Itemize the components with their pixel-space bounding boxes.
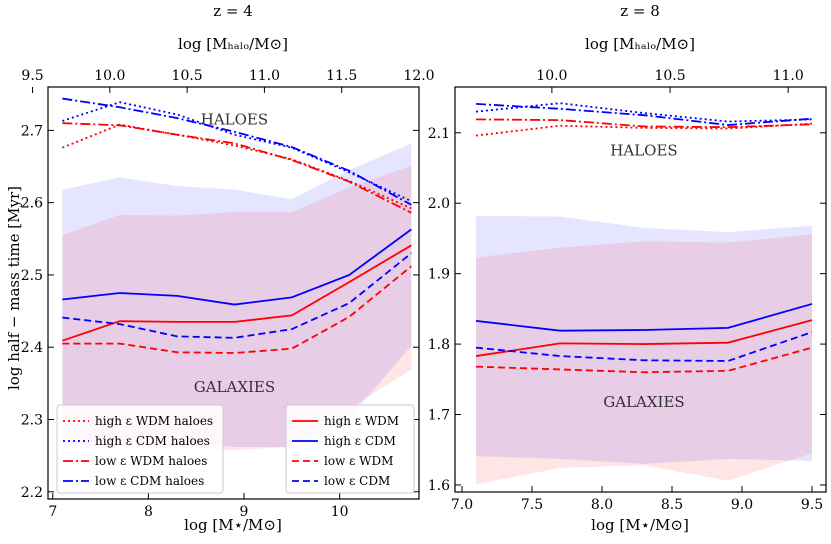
left-y-tick-label: 2.6	[21, 196, 43, 212]
left-scatter-bands	[62, 143, 412, 450]
right-y-tick-label: 2.1	[428, 126, 450, 142]
right-y-tick-label: 2.0	[428, 196, 450, 212]
left-legends: high ε WDM haloes high ε CDM haloes low ε …	[56, 404, 415, 494]
right-y-tick-label: 1.9	[428, 267, 450, 283]
right-top-axis-label: log [Mₕₐₗₒ/M⊙]	[585, 35, 695, 53]
right-series-low-eps-cdm-haloes	[475, 103, 813, 126]
left-panel: z = 4 log [Mₕₐₗₒ/M⊙] log [M⋆/M⊙] log hal…	[5, 2, 435, 534]
right-axes-frame	[454, 86, 827, 493]
right-band-cdm-scatter	[476, 215, 812, 464]
left-y-tick-label: 2.2	[21, 485, 43, 501]
right-ticks: 7.0 7.5 8.0 8.5 9.0 9.5 1.6 1.7 1.8 1.9 2.0 2.1 10.0…	[428, 68, 826, 513]
left-series-high-eps-cdm	[62, 228, 412, 306]
left-legend-lower-left	[56, 404, 224, 494]
right-series-high-eps-cdm	[475, 303, 813, 332]
right-series-low-eps-wdm-haloes	[475, 118, 813, 129]
right-annotations: HALOES GALAXIES	[603, 141, 684, 410]
right-top-tick-label: 11.0	[773, 68, 804, 84]
right-x-tick-label: 9.5	[801, 497, 823, 513]
right-annotation-haloes: HALOES	[610, 141, 677, 159]
right-x-tick-label: 9.0	[731, 497, 753, 513]
right-top-tick-label: 10.0	[536, 68, 567, 84]
left-series-low-eps-cdm	[62, 252, 412, 339]
legend-label-low-eps-wdm: low ε WDM	[324, 454, 393, 468]
left-top-tick-label: 11.5	[326, 68, 357, 84]
left-series-low-eps-wdm-haloes	[62, 122, 412, 214]
left-y-tick-label: 2.4	[21, 340, 43, 356]
right-x-tick-label: 8.5	[661, 497, 683, 513]
right-y-tick-label: 1.8	[428, 337, 450, 353]
right-series-high-eps-cdm-haloes	[475, 102, 813, 123]
legend-label-high-eps-cdm-haloes: high ε CDM haloes	[95, 434, 210, 448]
right-series-lines	[475, 102, 813, 374]
left-band-cdm-scatter	[62, 143, 412, 447]
left-top-tick-label: 12.0	[403, 68, 434, 84]
left-top-tick-label: 10.0	[94, 68, 125, 84]
legend-label-low-eps-cdm-haloes: low ε CDM haloes	[95, 474, 204, 488]
left-x-tick-label: 7	[48, 504, 57, 520]
left-axes-frame	[47, 86, 420, 500]
left-y-axis-label: log half − mass time [Myr]	[5, 186, 23, 390]
right-x-tick-label: 7.0	[451, 497, 473, 513]
left-top-tick-label: 11.0	[249, 68, 280, 84]
left-series-lines	[62, 97, 412, 354]
right-band-wdm-scatter	[476, 234, 812, 485]
left-panel-title: z = 4	[213, 2, 253, 20]
left-x-axis-label: log [M⋆/M⊙]	[184, 516, 282, 534]
legend-label-high-eps-cdm: high ε CDM	[324, 434, 396, 448]
left-y-tick-label: 2.5	[21, 268, 43, 284]
right-x-axis-label: log [M⋆/M⊙]	[591, 516, 689, 534]
left-annotations: HALOES GALAXIES	[194, 111, 275, 396]
left-series-low-eps-cdm-haloes	[62, 97, 412, 206]
left-annotation-haloes: HALOES	[201, 111, 268, 129]
left-x-tick-label: 9	[240, 504, 249, 520]
left-annotation-galaxies: GALAXIES	[194, 378, 275, 396]
right-series-high-eps-wdm	[475, 319, 813, 357]
left-series-high-eps-cdm-haloes	[62, 101, 412, 203]
left-top-axis-label: log [Mₕₐₗₒ/M⊙]	[178, 35, 288, 53]
left-y-tick-label: 2.3	[21, 412, 43, 428]
legend-label-high-eps-wdm: high ε WDM	[324, 414, 399, 428]
right-y-tick-label: 1.7	[428, 408, 450, 424]
legend-label-high-eps-wdm-haloes: high ε WDM haloes	[95, 414, 213, 428]
right-scatter-bands	[476, 215, 812, 485]
legend-label-low-eps-cdm: low ε CDM	[324, 474, 390, 488]
right-series-high-eps-wdm-haloes	[475, 122, 813, 137]
left-band-wdm-scatter	[62, 165, 412, 450]
right-series-low-eps-cdm	[475, 331, 813, 362]
left-x-tick-label: 10	[331, 504, 349, 520]
right-x-tick-label: 8.0	[591, 497, 613, 513]
left-y-tick-label: 2.7	[21, 123, 43, 139]
legend-label-low-eps-wdm-haloes: low ε WDM haloes	[95, 454, 207, 468]
left-ticks: 7 8 9 10 2.2 2.3 2.4 2.5 2.6 2.7 9.5 10.0 10.5 11.0 11…	[21, 68, 435, 520]
left-x-tick-label: 8	[144, 504, 153, 520]
right-series-low-eps-wdm	[475, 346, 813, 374]
right-y-tick-label: 1.6	[428, 478, 450, 494]
left-series-high-eps-wdm	[62, 244, 412, 342]
right-panel: z = 8 log [Mₕₐₗₒ/M⊙] log [M⋆/M⊙] HALOES G…	[428, 2, 827, 534]
right-panel-title: z = 8	[620, 2, 660, 20]
left-legend-lower-right	[285, 404, 415, 494]
left-series-low-eps-wdm	[62, 265, 412, 354]
right-top-tick-label: 10.5	[654, 68, 685, 84]
left-top-tick-label: 10.5	[172, 68, 203, 84]
right-x-tick-label: 7.5	[521, 497, 543, 513]
left-top-tick-label: 9.5	[21, 68, 43, 84]
right-annotation-galaxies: GALAXIES	[603, 393, 684, 411]
